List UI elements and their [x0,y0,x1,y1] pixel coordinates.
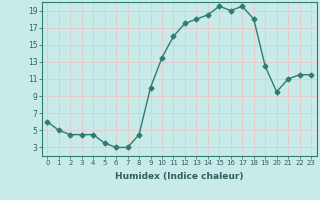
X-axis label: Humidex (Indice chaleur): Humidex (Indice chaleur) [115,172,244,181]
